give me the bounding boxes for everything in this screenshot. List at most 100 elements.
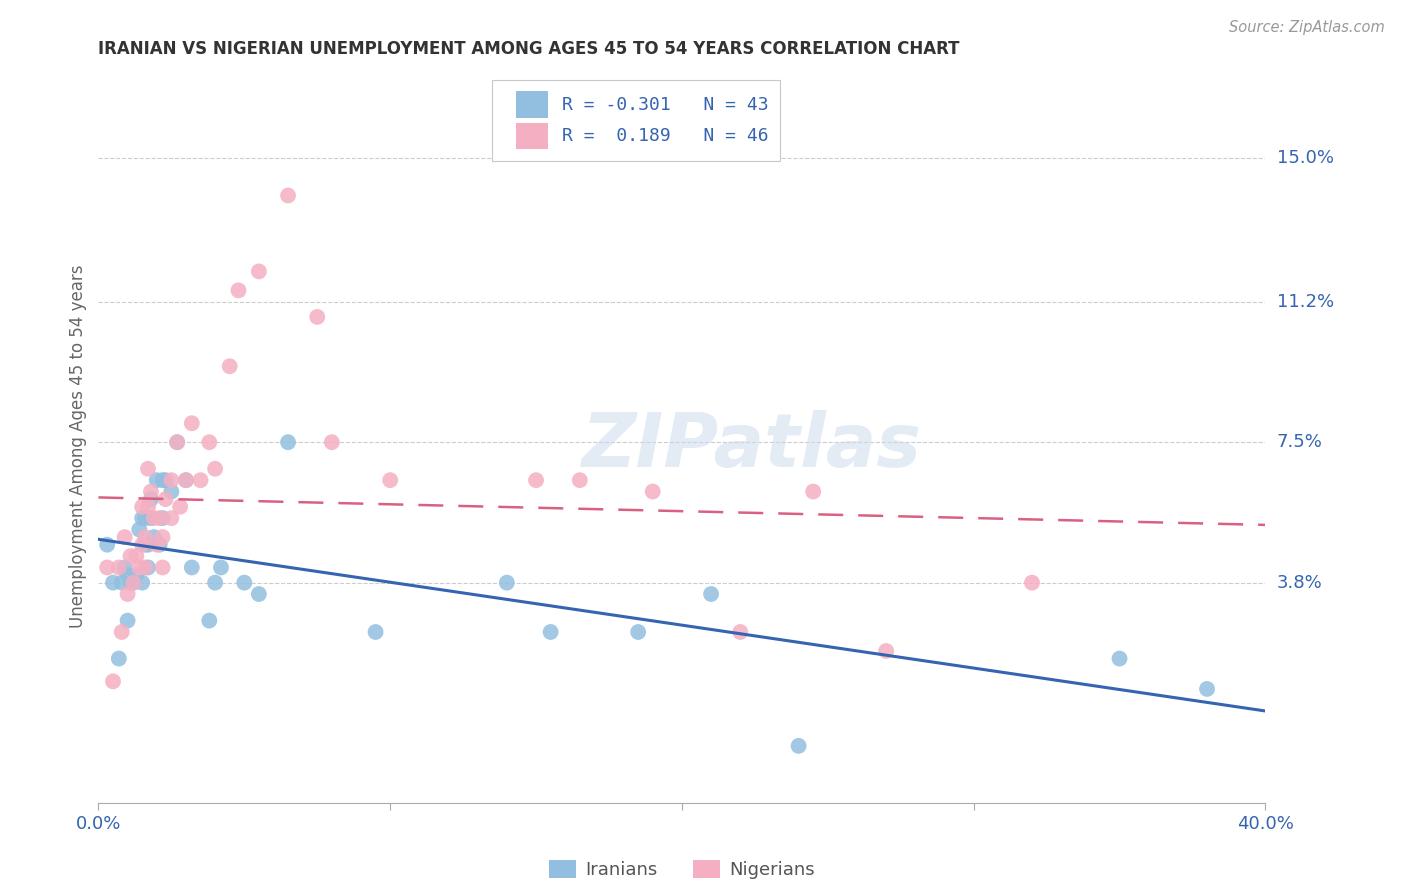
Point (122, 575, 145, 590)
Text: 11.2%: 11.2% (1277, 293, 1334, 310)
Point (114, 530, 136, 544)
Point (134, 530, 156, 544)
Point (101, 575, 124, 590)
Point (136, 500, 159, 514)
Point (146, 473, 169, 487)
Point (307, 310, 329, 324)
Y-axis label: Unemployment Among Ages 45 to 54 years: Unemployment Among Ages 45 to 54 years (69, 264, 87, 628)
Point (166, 435, 188, 450)
Point (364, 625, 387, 640)
Point (700, 587, 723, 601)
Point (247, 587, 270, 601)
Point (1108, 651, 1130, 665)
Point (169, 500, 191, 514)
Point (155, 492, 177, 507)
Point (101, 674, 124, 689)
Text: 7.5%: 7.5% (1277, 434, 1323, 451)
Point (540, 625, 562, 640)
Point (875, 644, 897, 658)
Point (180, 560, 202, 574)
Point (160, 473, 183, 487)
Point (641, 484, 664, 499)
Point (174, 473, 197, 487)
Point (136, 538, 159, 552)
Point (128, 560, 150, 574)
Point (204, 462, 226, 476)
Point (524, 473, 547, 487)
Text: 3.8%: 3.8% (1277, 574, 1322, 591)
Point (160, 484, 183, 499)
Point (149, 511, 172, 525)
Point (728, 625, 751, 640)
Point (108, 560, 131, 574)
Point (117, 568, 139, 582)
Point (134, 511, 156, 525)
Point (139, 484, 162, 499)
Text: IRANIAN VS NIGERIAN UNEMPLOYMENT AMONG AGES 45 TO 54 YEARS CORRELATION CHART: IRANIAN VS NIGERIAN UNEMPLOYMENT AMONG A… (98, 40, 960, 58)
Point (1021, 575, 1043, 590)
Point (166, 435, 188, 450)
Point (139, 492, 162, 507)
Point (134, 538, 156, 552)
Point (228, 284, 250, 298)
Point (96, 560, 118, 574)
Point (627, 625, 650, 640)
Point (152, 530, 174, 544)
Point (146, 538, 169, 552)
Point (198, 435, 221, 450)
Point (131, 538, 153, 552)
Point (117, 614, 139, 628)
Point (152, 511, 174, 525)
Point (801, 484, 824, 499)
Point (160, 511, 183, 525)
Point (125, 568, 148, 582)
Point (142, 511, 165, 525)
Legend: Iranians, Nigerians: Iranians, Nigerians (541, 853, 823, 887)
Point (125, 549, 148, 563)
Point (149, 538, 172, 552)
Point (1195, 681, 1218, 696)
Text: ZIPatlas: ZIPatlas (582, 409, 922, 483)
Point (108, 651, 131, 665)
Point (136, 560, 159, 574)
Point (96, 538, 118, 552)
Point (134, 560, 156, 574)
Point (122, 575, 145, 590)
Point (131, 575, 153, 590)
Point (198, 614, 221, 628)
Point (190, 473, 212, 487)
Point (120, 549, 142, 563)
Text: R = -0.301   N = 43: R = -0.301 N = 43 (562, 95, 769, 113)
Point (180, 416, 202, 430)
Point (111, 575, 134, 590)
Point (277, 435, 299, 450)
Point (114, 560, 136, 574)
Point (209, 560, 232, 574)
Point (152, 473, 174, 487)
Point (139, 511, 162, 525)
Point (378, 473, 402, 487)
Text: 15.0%: 15.0% (1277, 149, 1333, 167)
Point (218, 359, 240, 374)
Point (204, 575, 226, 590)
Point (233, 575, 256, 590)
Point (155, 473, 177, 487)
Point (117, 587, 139, 601)
Text: R =  0.189   N = 46: R = 0.189 N = 46 (562, 128, 769, 145)
Point (128, 523, 150, 537)
Point (120, 575, 142, 590)
Point (495, 575, 517, 590)
Point (131, 511, 153, 525)
Point (277, 188, 299, 202)
Point (152, 560, 174, 574)
Point (111, 625, 134, 640)
Point (787, 739, 810, 753)
Point (174, 473, 197, 487)
Point (142, 530, 165, 544)
Point (321, 435, 343, 450)
Text: Source: ZipAtlas.com: Source: ZipAtlas.com (1229, 20, 1385, 35)
Point (131, 500, 153, 514)
Point (136, 462, 159, 476)
Point (568, 473, 591, 487)
Point (247, 264, 270, 278)
